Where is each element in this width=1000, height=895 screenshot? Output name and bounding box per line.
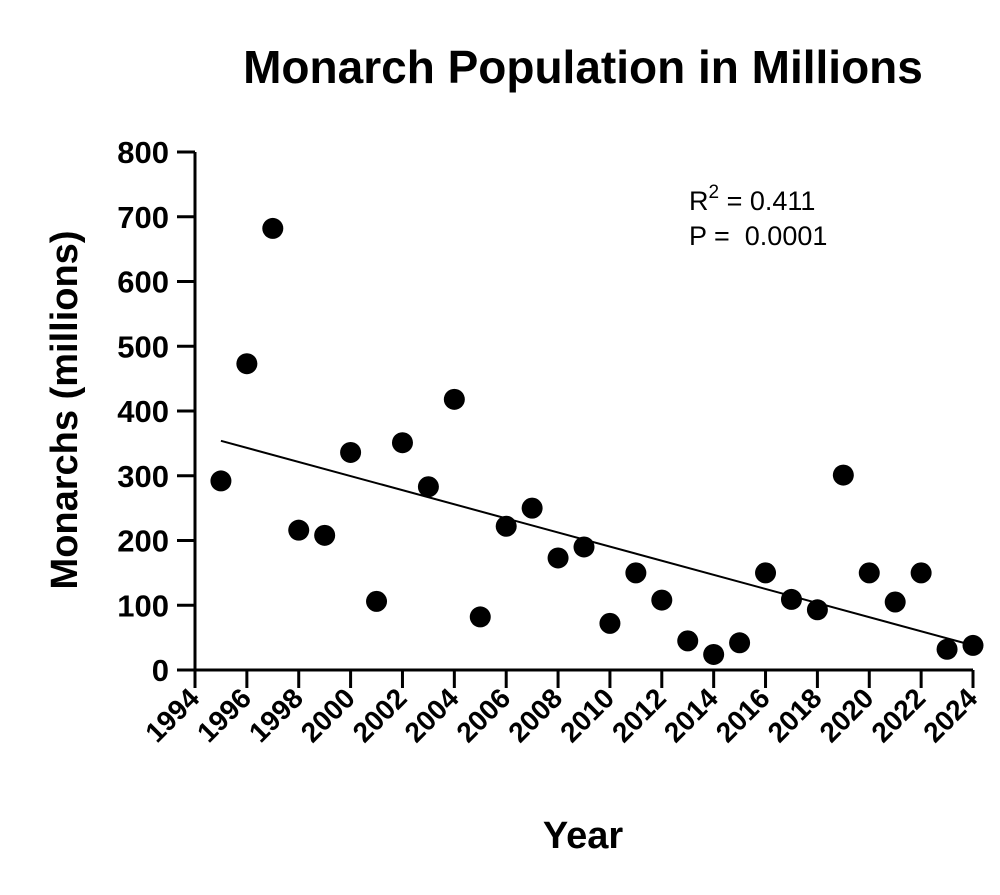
data-point [210, 470, 232, 492]
y-tick-label: 800 [117, 135, 169, 170]
trendline-layer [220, 439, 974, 647]
data-point [288, 519, 310, 541]
data-point [495, 515, 517, 537]
r-squared-value: = 0.411 [719, 186, 815, 216]
x-axis-title: Year [543, 815, 624, 857]
x-tick-label: 2022 [865, 682, 931, 748]
x-tick-label: 2008 [502, 682, 568, 748]
x-tick-label: 2002 [347, 682, 413, 748]
x-tick-label: 2004 [399, 682, 465, 748]
data-point [910, 562, 932, 584]
data-points [210, 217, 984, 665]
data-point [677, 630, 699, 652]
data-point [884, 591, 906, 613]
r-squared-prefix: R [689, 186, 709, 216]
trendline [220, 439, 974, 647]
y-tick-label: 0 [152, 653, 169, 688]
x-tick-label: 1994 [139, 682, 205, 748]
data-point [832, 464, 854, 486]
x-tick-label: 2010 [554, 682, 620, 748]
y-tick-label: 300 [117, 459, 169, 494]
r-squared-annotation: R2 = 0.411 [689, 182, 815, 216]
y-tick-label: 700 [117, 200, 169, 235]
data-point [236, 353, 258, 375]
y-axis-ticks: 0 100 200 300 400 500 600 700 800 [117, 135, 195, 688]
x-tick-label: 1998 [243, 682, 309, 748]
x-tick-label: 2020 [814, 682, 880, 748]
data-point [651, 589, 673, 611]
y-tick-label: 600 [117, 265, 169, 300]
x-axis-ticks: 1994199619982000200220042006200820102012… [139, 670, 984, 748]
p-value-annotation: P = 0.0001 [689, 221, 827, 251]
data-point [314, 524, 336, 546]
data-point [443, 388, 465, 410]
x-tick-label: 2006 [450, 682, 516, 748]
data-point [755, 562, 777, 584]
data-point [599, 612, 621, 634]
data-point [729, 632, 751, 654]
data-point [962, 634, 984, 656]
chart-title: Monarch Population in Millions [243, 41, 923, 93]
y-axis-title: Monarchs (millions) [44, 231, 86, 590]
data-point [625, 562, 647, 584]
y-tick-label: 400 [117, 394, 169, 429]
data-point [547, 547, 569, 569]
data-point [806, 599, 828, 621]
data-point [521, 497, 543, 519]
x-tick-label: 2016 [710, 682, 776, 748]
data-point [858, 562, 880, 584]
x-tick-label: 2014 [658, 682, 724, 748]
data-point [417, 476, 439, 498]
x-tick-label: 2012 [606, 682, 672, 748]
y-tick-label: 200 [117, 524, 169, 559]
data-point [469, 606, 491, 628]
x-tick-label: 2018 [762, 682, 828, 748]
data-point [262, 217, 284, 239]
x-tick-label: 2024 [917, 682, 983, 748]
data-point [366, 590, 388, 612]
axes [193, 152, 973, 672]
x-tick-label: 2000 [295, 682, 361, 748]
y-tick-label: 100 [117, 588, 169, 623]
data-point [391, 432, 413, 454]
y-tick-label: 500 [117, 329, 169, 364]
data-point [703, 643, 725, 665]
data-point [340, 441, 362, 463]
x-tick-label: 1996 [191, 682, 257, 748]
data-point [573, 536, 595, 558]
data-point [780, 588, 802, 610]
data-point [936, 638, 958, 660]
r-squared-superscript: 2 [709, 182, 720, 203]
